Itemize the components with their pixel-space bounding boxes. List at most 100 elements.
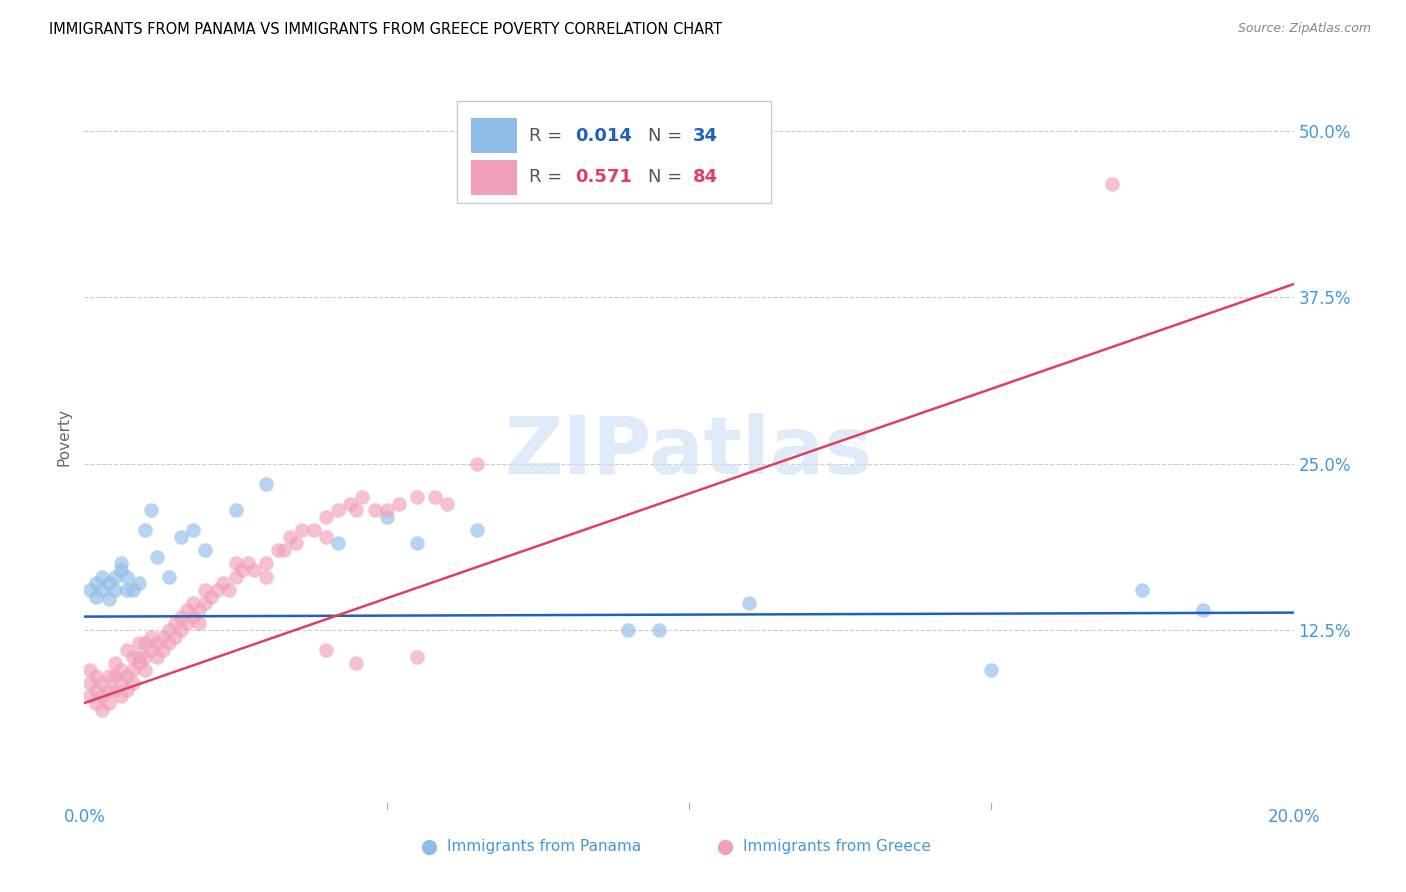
Point [170, 623, 193, 637]
Point [980, 663, 1002, 677]
Point [176, 603, 198, 617]
Point [139, 643, 162, 657]
Point [254, 557, 277, 571]
Point [218, 582, 240, 597]
Text: ZIPatlas: ZIPatlas [505, 413, 873, 491]
Point [121, 676, 143, 690]
Point [170, 609, 193, 624]
Point [91, 703, 114, 717]
Point [352, 490, 374, 504]
Point [115, 582, 138, 597]
Point [315, 530, 337, 544]
Point [134, 663, 156, 677]
Point [467, 457, 489, 471]
Point [181, 523, 204, 537]
Point [1192, 603, 1215, 617]
Point [86, 590, 108, 604]
Text: 84: 84 [693, 169, 717, 186]
Point [157, 623, 180, 637]
Text: Source: ZipAtlas.com: Source: ZipAtlas.com [1237, 22, 1371, 36]
Point [188, 616, 211, 631]
Point [91, 570, 114, 584]
Point [97, 669, 120, 683]
Point [121, 649, 143, 664]
Point [79, 582, 101, 597]
Point [110, 557, 132, 571]
Text: 0.014: 0.014 [575, 127, 633, 145]
Point [346, 656, 368, 670]
Point [291, 523, 314, 537]
Point [200, 590, 222, 604]
Point [128, 656, 150, 670]
Bar [471, 118, 517, 153]
Point [152, 643, 174, 657]
Point [104, 682, 127, 697]
Point [1101, 178, 1123, 192]
Point [97, 576, 120, 591]
Point [181, 609, 204, 624]
Point [207, 582, 229, 597]
Point [225, 570, 247, 584]
Point [328, 503, 350, 517]
Point [273, 543, 295, 558]
Text: 34: 34 [693, 127, 717, 145]
Point [236, 557, 259, 571]
Point [146, 636, 169, 650]
Point [436, 497, 458, 511]
Point [1130, 582, 1153, 597]
Point [110, 690, 132, 704]
Point [225, 557, 247, 571]
Point [86, 696, 108, 710]
Point [91, 690, 114, 704]
Point [315, 509, 337, 524]
Point [375, 509, 398, 524]
Bar [471, 160, 517, 195]
Point [86, 669, 108, 683]
Text: IMMIGRANTS FROM PANAMA VS IMMIGRANTS FROM GREECE POVERTY CORRELATION CHART: IMMIGRANTS FROM PANAMA VS IMMIGRANTS FRO… [49, 22, 723, 37]
Point [165, 630, 187, 644]
Text: 0.571: 0.571 [575, 169, 633, 186]
Point [128, 636, 150, 650]
Point [97, 682, 120, 697]
Point [139, 630, 162, 644]
Point [648, 623, 671, 637]
Y-axis label: Poverty: Poverty [56, 408, 72, 467]
Point [181, 596, 204, 610]
Point [617, 623, 640, 637]
Point [79, 676, 101, 690]
Point [79, 663, 101, 677]
Point [91, 676, 114, 690]
Point [375, 503, 398, 517]
Point [302, 523, 325, 537]
Point [115, 643, 138, 657]
Point [128, 576, 150, 591]
Point [406, 536, 429, 550]
Point [194, 582, 217, 597]
Point [285, 536, 308, 550]
Point [110, 676, 132, 690]
Point [146, 549, 169, 564]
Point [315, 643, 337, 657]
Point [86, 576, 108, 591]
Point [176, 616, 198, 631]
Point [165, 616, 187, 631]
Point [79, 690, 101, 704]
Point [328, 536, 350, 550]
Point [134, 649, 156, 664]
Point [97, 592, 120, 607]
Point [467, 523, 489, 537]
Text: R =: R = [529, 127, 568, 145]
Point [212, 576, 235, 591]
Point [152, 630, 174, 644]
Point [134, 636, 156, 650]
Point [363, 503, 385, 517]
Point [115, 682, 138, 697]
Point [104, 582, 127, 597]
Point [242, 563, 264, 577]
Point [194, 543, 217, 558]
Point [104, 570, 127, 584]
Point [121, 663, 143, 677]
Point [346, 503, 368, 517]
Text: R =: R = [529, 169, 568, 186]
Point [104, 656, 127, 670]
